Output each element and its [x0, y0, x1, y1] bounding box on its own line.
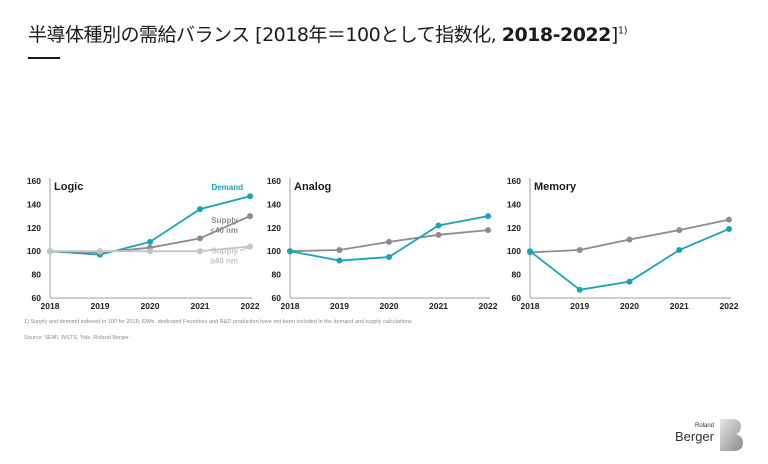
label-leader-line	[239, 216, 250, 221]
chart-title: Logic	[54, 181, 83, 193]
series-label-line2: ≥40 nm	[210, 257, 238, 266]
y-tick-label: 140	[507, 199, 521, 209]
x-tick-label: 2019	[570, 301, 589, 311]
charts-area: 60 80 100 120 140 160 2018 2019 2020 2021 2022 Logi…	[27, 176, 739, 311]
roland-berger-logo: Roland Berger	[674, 419, 748, 453]
y-tick-label: 120	[267, 223, 281, 233]
data-point	[626, 278, 633, 285]
series-label-line1: Supply	[211, 247, 238, 256]
data-point	[676, 227, 683, 234]
title-main: 半導体種別の需給バランス	[28, 24, 250, 46]
data-point	[676, 247, 683, 254]
y-tick-label: 140	[27, 199, 41, 209]
data-point	[726, 225, 732, 232]
data-point	[485, 213, 491, 220]
logo-text-big: Berger	[674, 429, 714, 444]
data-point	[247, 243, 253, 250]
y-tick-label: 80	[32, 270, 42, 280]
data-point	[147, 238, 153, 245]
x-tick-label: 2018	[521, 301, 540, 311]
data-point	[197, 235, 203, 242]
data-point	[287, 248, 293, 255]
data-point	[435, 222, 442, 229]
data-point	[527, 248, 533, 255]
title-bracket-close: ]	[610, 24, 618, 46]
y-tick-label: 60	[512, 293, 522, 303]
logo-b-mark	[720, 419, 743, 451]
y-tick-label: 120	[507, 223, 521, 233]
label-leader-line	[239, 246, 250, 252]
data-point	[485, 227, 491, 234]
logo-text-small: Roland	[694, 423, 714, 429]
data-point	[97, 248, 103, 255]
series-label-line2: <40 nm	[210, 226, 238, 235]
x-tick-label: 2022	[479, 301, 498, 311]
data-point	[147, 248, 153, 255]
y-tick-label: 160	[507, 176, 521, 186]
data-point	[336, 247, 343, 254]
y-tick-label: 120	[27, 223, 41, 233]
title-range: 2018-2022	[501, 24, 612, 46]
x-tick-label: 2020	[380, 301, 399, 311]
data-point	[435, 231, 442, 238]
y-tick-label: 60	[32, 293, 42, 303]
y-tick-label: 140	[267, 199, 281, 209]
data-point	[726, 216, 732, 223]
data-point	[576, 247, 583, 254]
x-tick-label: 2020	[620, 301, 639, 311]
data-point	[626, 236, 633, 243]
y-tick-label: 80	[272, 270, 282, 280]
title-rule	[28, 57, 60, 59]
y-tick-label: 160	[267, 176, 281, 186]
source-note: Source: SEMI, WSTS, Yole, Roland Berger	[24, 335, 129, 341]
title-bracket-open: [2018年＝100として指数化,	[249, 24, 502, 46]
x-tick-label: 2021	[670, 301, 689, 311]
x-tick-label: 2021	[429, 301, 448, 311]
data-point	[336, 257, 343, 264]
chart-title: Memory	[534, 181, 577, 193]
x-tick-label: 2018	[41, 301, 60, 311]
data-point	[576, 286, 583, 293]
title-footnote-ref: 1)	[617, 25, 628, 37]
x-tick-label: 2022	[241, 301, 260, 311]
data-point	[197, 206, 203, 213]
data-point	[386, 238, 392, 245]
footnote: 1) Supply and demand indexed to 100 for …	[24, 319, 412, 325]
series-label-line1: Supply	[211, 216, 238, 225]
data-point	[47, 248, 53, 255]
y-tick-label: 100	[267, 246, 281, 256]
chart-title: Analog	[294, 181, 331, 193]
series-line-supply	[529, 218, 730, 254]
x-tick-label: 2019	[91, 301, 110, 311]
x-tick-label: 2019	[330, 301, 349, 311]
series-label-demand: Demand	[211, 183, 243, 192]
x-tick-label: 2022	[720, 301, 739, 311]
series-line-demand	[289, 215, 489, 262]
x-tick-label: 2021	[191, 301, 210, 311]
x-tick-label: 2018	[281, 301, 300, 311]
y-tick-label: 100	[507, 246, 521, 256]
data-point	[247, 193, 253, 200]
data-point	[247, 213, 253, 220]
page-title: 半導体種別の需給バランス [2018年＝100として指数化, 2018-2022…	[28, 20, 628, 47]
y-tick-label: 60	[272, 293, 282, 303]
data-point	[386, 254, 392, 261]
x-tick-label: 2020	[141, 301, 160, 311]
y-tick-label: 100	[27, 246, 41, 256]
y-tick-label: 80	[512, 270, 522, 280]
data-point	[197, 248, 203, 255]
y-tick-label: 160	[27, 176, 41, 186]
